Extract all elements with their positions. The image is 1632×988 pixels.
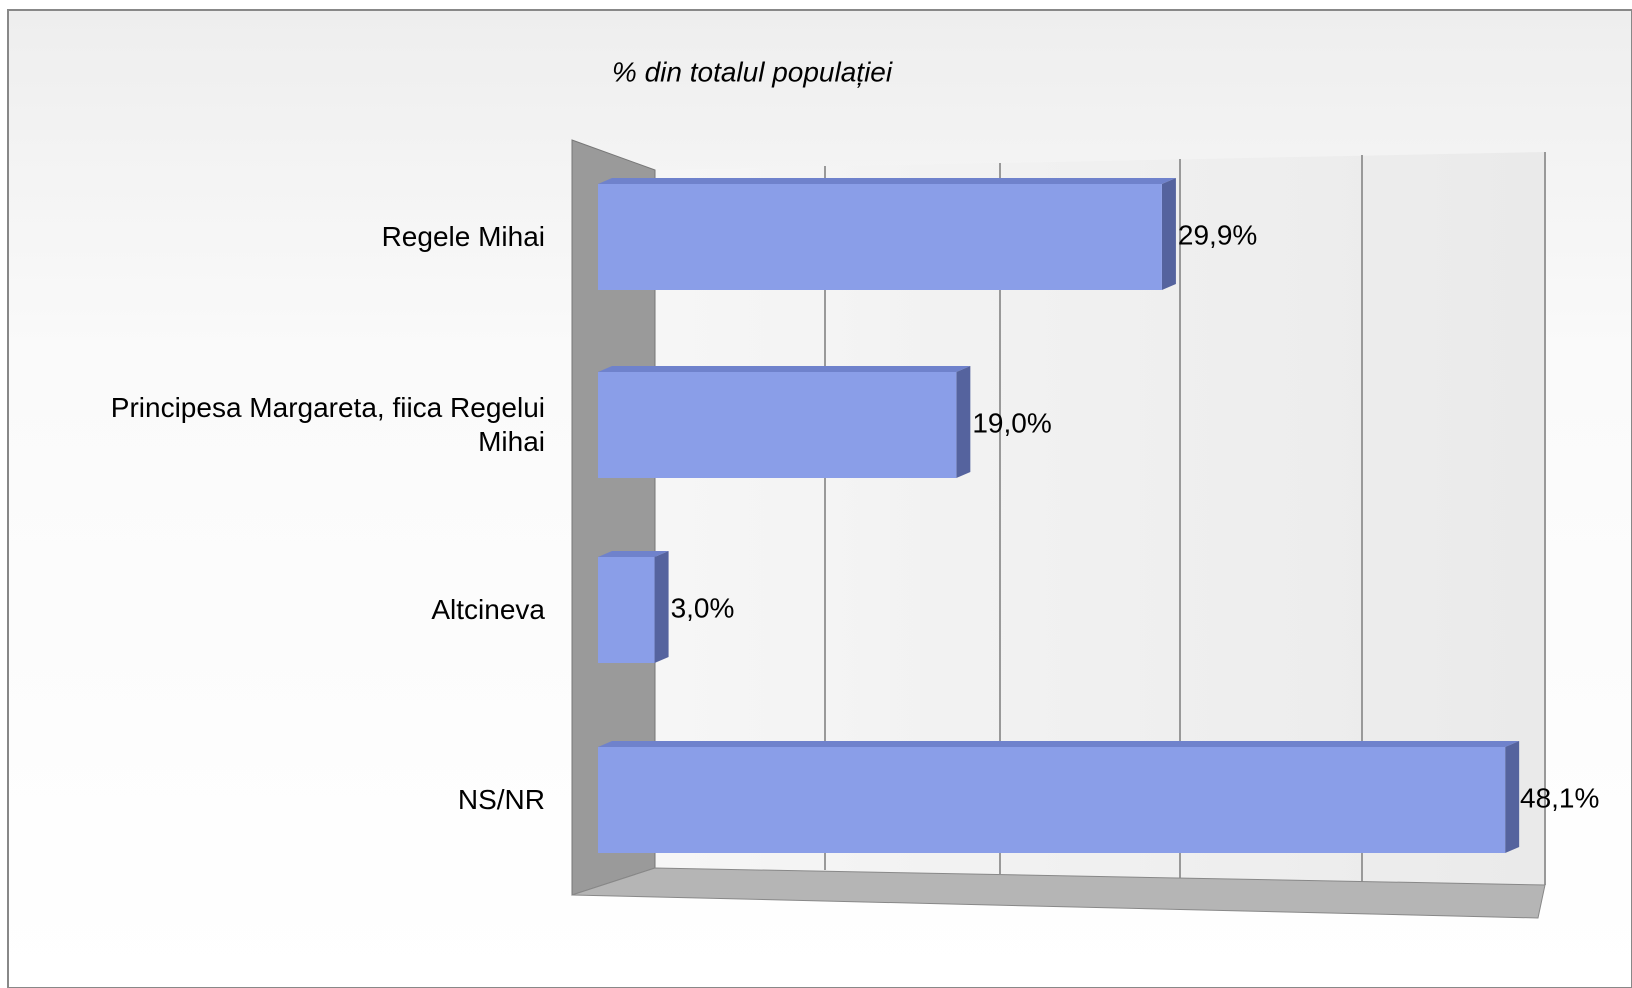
bar-side [1161,178,1176,290]
chart-title: % din totalul populației [612,56,893,87]
category-label: Principesa Margareta, fiica Regelui Miha… [110,392,545,457]
bar-top [598,741,1520,747]
bar [598,557,655,663]
back-wall [655,152,1545,885]
bar [598,372,957,478]
bar-side [956,366,971,478]
bar-side [1505,741,1520,853]
value-label: 48,1% [1520,782,1599,813]
floor [571,867,1546,919]
bar-top [598,366,971,372]
category-label: NS/NR [457,784,545,815]
value-label: 3,0% [671,592,735,623]
value-label: 19,0% [972,407,1051,438]
bar-top [598,178,1176,184]
bar [598,184,1162,290]
bar [598,747,1506,853]
category-label: Altcineva [431,594,545,625]
bar-top [598,551,669,557]
value-label: 29,9% [1178,219,1257,250]
category-label: Regele Mihai [381,221,545,252]
bar-side [654,551,669,663]
